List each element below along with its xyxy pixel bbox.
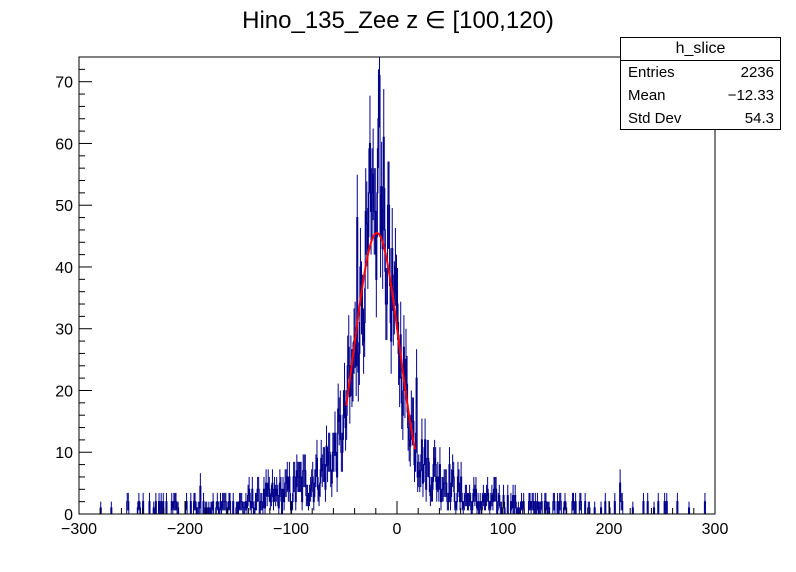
x-tick-label: 300 — [702, 521, 729, 538]
stats-value: −12.33 — [727, 87, 774, 104]
stats-row-entries: Entries 2236 — [621, 61, 780, 84]
stats-label: Mean — [628, 87, 666, 104]
y-tick-label: 40 — [55, 260, 73, 277]
y-tick-label: 20 — [55, 383, 73, 400]
stats-row-stddev: Std Dev 54.3 — [621, 107, 780, 130]
stats-label: Entries — [628, 64, 675, 81]
stats-label: Std Dev — [628, 110, 682, 127]
x-tick-label: −300 — [61, 521, 97, 538]
axes: −300 −200 −100 0 100 200 300 0 10 20 30 40 50 60 70 — [55, 56, 729, 538]
y-tick-label: 50 — [55, 198, 73, 215]
histogram-outline — [79, 75, 715, 515]
fit-line — [345, 231, 417, 450]
stats-box-title: h_slice — [621, 38, 780, 61]
x-tick-label: 100 — [490, 521, 517, 538]
histogram-bars — [79, 57, 715, 515]
x-tick-label: −200 — [167, 521, 203, 538]
stats-box: h_slice Entries 2236 Mean −12.33 Std Dev… — [620, 37, 781, 130]
gaussian-fit-curve — [345, 231, 417, 450]
stats-row-mean: Mean −12.33 — [621, 84, 780, 107]
x-tick-label: −100 — [273, 521, 309, 538]
y-tick-label: 0 — [64, 507, 73, 524]
y-tick-label: 10 — [55, 445, 73, 462]
chart-title: Hino_135_Zee z ∈ [100,120) — [242, 7, 554, 34]
y-tick-label: 30 — [55, 322, 73, 339]
x-tick-label: 0 — [393, 521, 402, 538]
x-tick-label: 200 — [596, 521, 623, 538]
y-tick-label: 60 — [55, 136, 73, 153]
stats-value: 54.3 — [744, 110, 774, 127]
stats-value: 2236 — [740, 64, 774, 81]
y-tick-label: 70 — [55, 75, 73, 92]
